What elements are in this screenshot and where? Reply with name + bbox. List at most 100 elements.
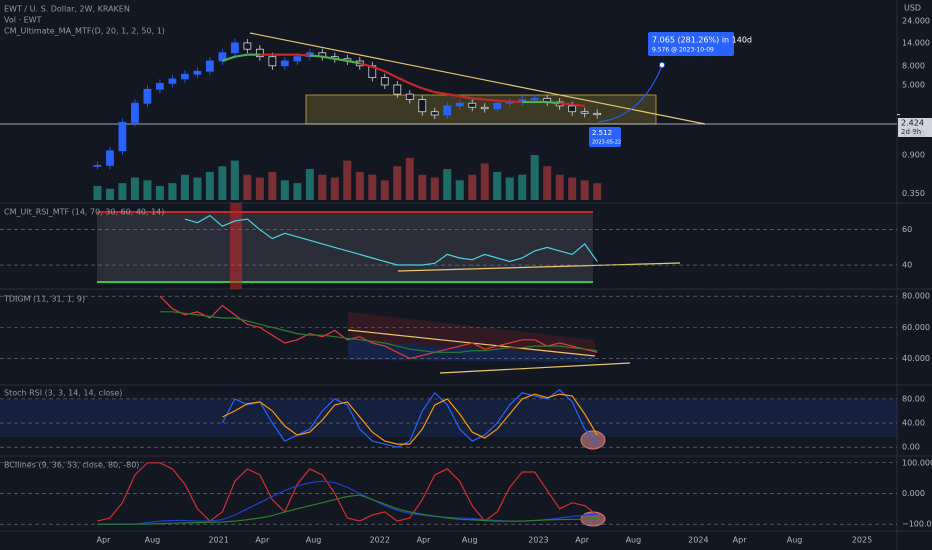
currency: USD (904, 4, 921, 13)
ma-segment (409, 82, 423, 90)
ma-segment (509, 100, 523, 104)
candle (380, 77, 389, 86)
volume-bar (168, 183, 177, 200)
volume-bar (343, 160, 352, 200)
volume-bar (355, 171, 364, 200)
ma-segment (447, 93, 460, 98)
candle (280, 60, 289, 67)
candle (393, 84, 402, 95)
volume-bar (155, 185, 164, 200)
price-tag (898, 118, 932, 137)
trendline (249, 32, 706, 125)
projection-label (648, 32, 734, 56)
candle (418, 99, 427, 113)
volume-bar (393, 166, 402, 200)
price-tag-value: 2.424 (901, 119, 924, 128)
volume-bar (580, 180, 589, 200)
x-tick-label: Apr (255, 536, 270, 545)
volume-bar (455, 180, 464, 200)
y-tick-label: 0.00 (902, 443, 920, 452)
candle (580, 111, 589, 114)
y-tick-label: 40.00 (902, 419, 925, 428)
candle (180, 73, 189, 80)
x-tick-label: Apr (575, 536, 590, 545)
volume-bar (330, 177, 339, 200)
volume-bar (380, 180, 389, 200)
y-tick-label: −100.000 (902, 520, 932, 529)
volume-bar (230, 160, 239, 200)
x-tick-label: 2025 (852, 536, 872, 545)
volume-bar (418, 174, 427, 200)
volume-bar (543, 166, 552, 200)
indicator-title: BCIlines (9, 36, 53, close, 80, -80) (4, 461, 139, 470)
candle (480, 106, 489, 110)
volume-bar (368, 174, 377, 200)
candle (405, 93, 414, 100)
y-tick-label: 80.000 (902, 292, 930, 301)
ma-segment (371, 65, 386, 73)
indicator-title: CM_Ult_RSI_MTF (14, 70, 30, 60, 40, 14) (4, 208, 164, 217)
ma-segment (484, 98, 498, 102)
volume-bar (143, 180, 152, 200)
y-tick-label: 14.000 (902, 38, 930, 47)
ma-segment (322, 55, 335, 60)
marks (0, 38, 900, 525)
projection-target: 9.576 @ 2023-10-09 (652, 47, 714, 54)
candle (230, 42, 239, 54)
ma-segment (572, 103, 585, 107)
indicator-title: TDIGM (11, 31, 1, 9) (3, 295, 85, 304)
x-tick-label: 2022 (370, 536, 390, 545)
tdi-band (348, 312, 595, 356)
volume-bar (468, 174, 477, 200)
ma-segment (222, 55, 236, 63)
projection-text: 7.065 (281.26%) in 140d (652, 36, 752, 45)
ma-segment (497, 99, 510, 103)
candle (493, 102, 502, 110)
volume-bar (443, 169, 452, 200)
candle (293, 56, 302, 62)
volume-bar (430, 177, 439, 200)
candle (568, 105, 577, 113)
y-tick-label: 5.000 (902, 80, 925, 89)
series-line (184, 214, 598, 266)
rsi-trendline (397, 262, 681, 272)
ma-segment (347, 59, 361, 65)
x-tick-label: 2021 (208, 536, 228, 545)
low-price: 2.512 (592, 129, 612, 137)
series-line (222, 393, 598, 445)
x-tick-label: Aug (306, 536, 322, 545)
y-tick-label: 1.500 (902, 130, 925, 139)
candle (468, 102, 477, 108)
volume-bar (93, 185, 102, 200)
candle (156, 82, 164, 90)
y-tick-label: 0.350 (902, 189, 925, 198)
y-tick-label: 24.000 (902, 16, 930, 25)
symbol-title: EWT / U. S. Dollar, 2W, KRAKEN (4, 5, 130, 14)
low-label (589, 127, 621, 147)
x-tick-label: Aug (462, 536, 478, 545)
volume-bar (180, 174, 189, 200)
volume-bar (405, 157, 414, 200)
ma-segment (359, 62, 373, 68)
volume-bar (318, 174, 327, 200)
volume-bar (243, 174, 252, 200)
countdown: 2d 9h (901, 128, 921, 136)
series-line (159, 295, 598, 360)
candle (443, 105, 452, 116)
candle (93, 164, 102, 167)
highlight-ellipse (580, 430, 606, 450)
candle (193, 70, 202, 75)
volume-bar (130, 177, 139, 200)
series-line (97, 494, 598, 525)
y-tick-label: 40.000 (902, 354, 930, 363)
volume-bar (555, 174, 564, 200)
y-tick-label: 60.000 (902, 323, 930, 332)
ma-segment (309, 54, 323, 58)
candle (168, 78, 177, 84)
volume-bar (518, 174, 527, 200)
stoch-band (0, 399, 897, 437)
volume-bar (193, 177, 202, 200)
volume-bar (505, 177, 514, 200)
ma-segment (334, 57, 348, 63)
